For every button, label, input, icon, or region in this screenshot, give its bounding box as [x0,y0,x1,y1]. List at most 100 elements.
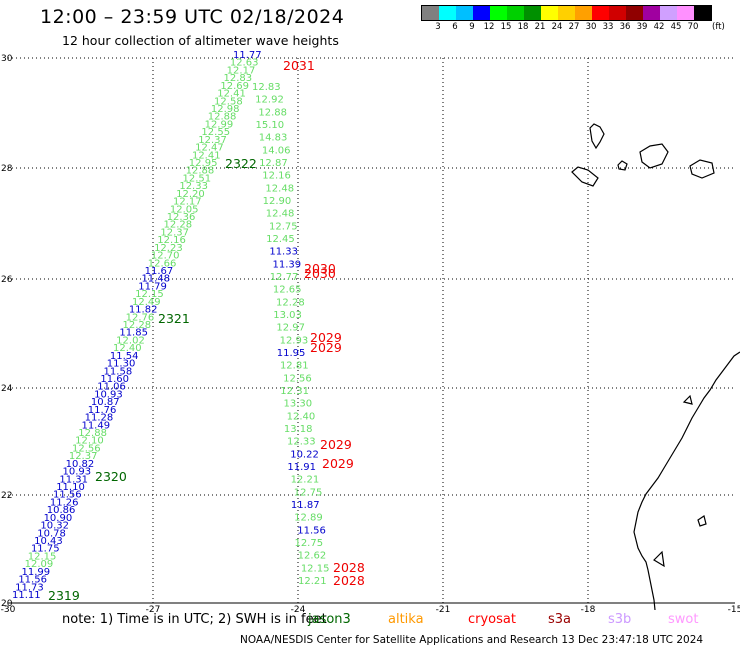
wave-height-value: 12.55 [201,127,230,138]
island-fuerteventura [571,166,599,187]
wave-height-value: 12.21 [298,576,327,587]
island-gran-canaria [639,143,669,169]
pass-time-label: 2029 [320,437,352,452]
wave-height-value: 12.70 [151,251,180,262]
wave-height-value: 11.30 [107,359,136,370]
island-la-gomera [617,160,628,171]
wave-height-value: 11.56 [18,575,47,586]
wave-height-value: 12.10 [75,436,104,447]
legend-tick-label: 15 [500,22,512,32]
wave-height-value: 12.88 [186,166,215,177]
legend-tick-label: 12 [483,22,495,32]
legend-tick-label: 39 [636,22,648,32]
wave-height-value: 12.40 [287,411,316,422]
wave-height-value: 12.93 [280,335,309,346]
wave-height-value: 12.56 [72,443,101,454]
wave-height-value: 12.05 [170,204,199,215]
wave-height-value: 11.56 [297,525,326,536]
wave-height-value: 12.17 [227,65,256,76]
wave-height-value: 12.87 [259,158,288,169]
legend-swatch [541,6,558,20]
footer-note: note: 1) Time is in UTC; 2) SWH is in fe… [0,612,740,630]
coast-detail-3 [653,550,665,568]
legend-unit: (ft) [712,22,725,32]
legend-swatch [524,6,541,20]
wave-height-value: 12.49 [132,297,161,308]
wave-height-value: 12.15 [301,563,330,574]
wave-height-value: 10.93 [94,389,123,400]
wave-height-value: 12.75 [269,221,298,232]
wave-height-value: 12.56 [283,373,312,384]
wave-height-value: 11.58 [104,366,133,377]
satellite-s3a-label: s3a [548,612,572,627]
legend-swatch [592,6,609,20]
wave-height-value: 11.06 [97,382,126,393]
wave-height-value: 13.30 [283,399,312,410]
map-subtitle: 12 hour collection of altimeter wave hei… [62,33,339,48]
pass-time-label: 2030 [304,266,336,281]
legend-tick-label: 33 [602,22,614,32]
wave-height-value: 10.32 [40,521,69,532]
coast-detail-1 [682,394,693,405]
wave-height-value: 12.28 [276,297,305,308]
wave-height-value: 12.83 [224,73,253,84]
wave-height-value: 12.31 [280,386,309,397]
wave-height-value: 10.87 [91,397,120,408]
lon-tick-label: -30 [1,605,16,615]
pass-time-label: 2029 [322,456,354,471]
legend-swatch [558,6,575,20]
pass-time-label: 2031 [283,58,315,73]
wave-height-value: 12.75 [294,538,323,549]
wave-height-value: 11.76 [88,405,117,416]
wave-height-value: 11.82 [129,305,158,316]
wave-height-value: 12.41 [217,89,246,100]
legend-tick-label: 42 [653,22,665,32]
lon-tick-label: -18 [581,605,596,615]
wave-height-value: 12.77 [270,272,299,283]
wave-height-value: 14.06 [262,145,291,156]
africa-coast [633,351,740,611]
wave-height-value: 10.90 [44,513,73,524]
wave-height-value: 12.37 [69,451,98,462]
wave-height-value: 12.28 [164,220,193,231]
wave-height-value: 12.76 [126,312,155,323]
wave-height-value: 11.67 [145,266,174,277]
wave-height-value: 10.82 [66,459,95,470]
wave-height-value: 10.43 [34,536,63,547]
wave-height-value: 11.39 [273,259,302,270]
pass-time-label: 2320 [95,469,127,484]
legend-tick-label: 18 [517,22,529,32]
legend-tick-label: 27 [568,22,580,32]
wave-height-value: 12.40 [113,343,142,354]
lat-tick-label: 20 [1,599,13,609]
wave-height-value: 10.22 [290,449,319,460]
wave-height-value: 11.11 [12,590,41,601]
legend-tick-label: 6 [452,22,458,32]
wave-height-value: 12.23 [154,243,183,254]
wave-height-value: 12.92 [255,95,284,106]
satellite-cryosat-label: cryosat [468,612,516,627]
wave-height-value: 11.77 [233,50,262,61]
wave-height-value: 12.88 [258,107,287,118]
wave-height-value: 12.69 [220,81,249,92]
legend-tick-label: 24 [551,22,563,32]
legend-tick-label: 36 [619,22,631,32]
wave-height-value: 12.16 [262,171,291,182]
pass-time-label: 2319 [48,588,80,603]
wave-height-value: 13.03 [273,310,302,321]
pass-time-labels: 2322232123202319203120302030202920292029… [48,58,365,603]
wave-height-value: 12.28 [123,320,152,331]
wave-height-value: 11.75 [31,544,60,555]
legend-swatch [660,6,677,20]
legend-swatch [626,6,643,20]
wave-height-value: 12.02 [116,335,145,346]
wave-height-value: 12.37 [198,135,227,146]
satellite-tracks: 11.7712.6312.1712.8312.6912.4112.5812.98… [12,50,329,601]
credit-line: NOAA/NESDIS Center for Satellite Applica… [240,634,704,646]
satellite-swot-label: swot [668,612,699,627]
wave-height-value: 11.91 [287,462,316,473]
lat-tick-label: 24 [1,384,13,394]
lon-tick-label: -21 [436,605,451,615]
pass-time-label: 2321 [158,311,190,326]
